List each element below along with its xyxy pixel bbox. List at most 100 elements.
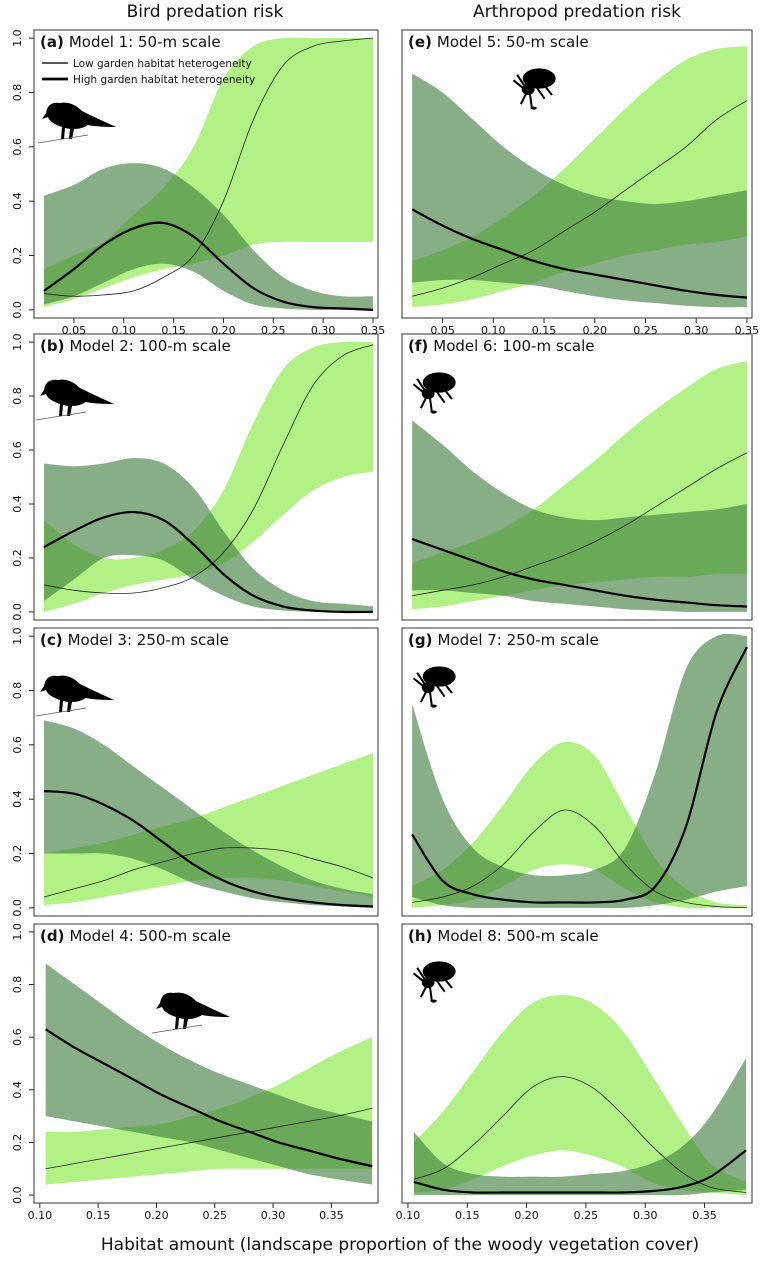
y-tick-label: 1.0 [11, 627, 24, 645]
x-axis-label: Habitat amount (landscape proportion of … [101, 1235, 699, 1255]
x-tick-label: 0.10 [111, 324, 136, 337]
panel-title: (h) Model 8: 500-m scale [408, 927, 599, 945]
plot-area [46, 963, 373, 1184]
x-tick-label: 0.20 [211, 324, 236, 337]
y-tick-label: 1.0 [11, 29, 24, 47]
panel: (g)Model 7: 250-m scale [402, 628, 752, 916]
y-tick-label: 0.6 [11, 736, 24, 754]
x-tick-label: 0.30 [633, 1209, 658, 1222]
bird-icon [152, 993, 230, 1033]
x-tick-label: 0.15 [161, 324, 186, 337]
column-title: Arthropod predation risk [473, 2, 681, 22]
x-tick-label: 0.20 [583, 324, 608, 337]
x-tick-label: 0.30 [311, 324, 336, 337]
panel: (f) Model 6: 100-m scale [402, 334, 752, 620]
panel-title-text: Model 8: 500-m scale [437, 927, 598, 945]
plot-area [412, 634, 747, 909]
x-tick-label: 0.30 [684, 324, 709, 337]
y-tick-label: 0.4 [11, 790, 24, 808]
y-tick-label: 0.0 [11, 1186, 24, 1204]
panel-label: (b) [40, 337, 64, 355]
panel-label: (f) [408, 337, 428, 355]
bird-icon [36, 380, 114, 420]
x-tick-label: 0.30 [261, 1209, 286, 1222]
bird-icon [38, 103, 116, 143]
bird-icon [36, 676, 114, 716]
x-tick-label: 0.20 [144, 1209, 169, 1222]
beetle-icon [414, 666, 456, 707]
panel-title-text: Model 1: 50-m scale [69, 33, 221, 51]
plot-area [414, 995, 746, 1195]
x-tick-label: 0.35 [692, 1209, 717, 1222]
beetle-icon [414, 961, 456, 1002]
x-tick-label: 0.25 [261, 324, 286, 337]
panel: 0.05 0.10 0.15 0.20 0.25 0.30 0.35 (e) Model 5: … [402, 30, 759, 337]
panel-title-text: Model 6: 100-m scale [433, 337, 594, 355]
panel-title-text: Model 4: 500-m scale [69, 927, 230, 945]
panel-title: (f) Model 6: 100-m scale [408, 337, 595, 355]
y-tick-label: 0.0 [11, 899, 24, 917]
y-tick-label: 0.2 [11, 549, 24, 567]
panel-title-text: Model 3: 250-m scale [68, 631, 229, 649]
panel-label: (h) [408, 927, 432, 945]
y-tick-label: 0.2 [11, 1134, 24, 1152]
figure: Bird predation risk Arthropod predation … [0, 0, 763, 1263]
legend-label: Low garden habitat heterogeneity [73, 58, 252, 70]
panel: 0.00.20.40.60.81.0(b)Model 2: 100-m scal… [11, 333, 378, 620]
y-tick-label: 0.8 [11, 84, 24, 102]
panel-label: (e) [408, 33, 432, 51]
panel-title: (a) Model 1: 50-m scale [40, 33, 221, 51]
x-tick-label: 0.35 [361, 324, 386, 337]
x-tick-label: 0.05 [430, 324, 455, 337]
y-tick-label: 0.6 [11, 441, 24, 459]
x-tick-label: 0.25 [574, 1209, 599, 1222]
panel-label: (c) [40, 631, 63, 649]
plot-area [44, 720, 373, 907]
x-tick-label: 0.10 [396, 1209, 421, 1222]
panel: 0.0 0.2 0.4 0.6 0.8 1.0 0.10 0.15 0.20 0.25 0.30 0.… [11, 923, 378, 1222]
plot-area [412, 361, 747, 612]
panel-label: (d) [40, 927, 64, 945]
y-tick-label: 0.4 [11, 1081, 24, 1099]
y-tick-label: 0.8 [11, 976, 24, 994]
panel-label: (a) [40, 33, 64, 51]
x-tick-label: 0.20 [514, 1209, 539, 1222]
y-tick-label: 0.2 [11, 845, 24, 863]
x-tick-label: 0.15 [532, 324, 557, 337]
panel-title: (g)Model 7: 250-m scale [408, 631, 599, 649]
x-tick-label: 0.25 [633, 324, 658, 337]
beetle-icon [414, 372, 456, 413]
panel-title-text: Model 2: 100-m scale [69, 337, 230, 355]
x-tick-label: 0.35 [319, 1209, 344, 1222]
y-tick-label: 0.6 [11, 138, 24, 156]
x-tick-label: 0.25 [202, 1209, 227, 1222]
y-tick-label: 0.4 [11, 192, 24, 210]
beetle-icon [514, 68, 556, 109]
x-tick-label: 0.15 [455, 1209, 480, 1222]
x-tick-label: 0.15 [86, 1209, 111, 1222]
y-tick-label: 0.4 [11, 495, 24, 513]
panel-title-text: Model 5: 50-m scale [437, 33, 589, 51]
y-tick-label: 0.0 [11, 301, 24, 319]
y-tick-label: 0.8 [11, 387, 24, 405]
y-tick-label: 0.8 [11, 682, 24, 700]
panel-title: (e) Model 5: 50-m scale [408, 33, 589, 51]
y-tick-label: 0.2 [11, 247, 24, 265]
x-tick-label: 0.35 [735, 324, 760, 337]
x-tick-label: 0.10 [481, 324, 506, 337]
x-tick-label: 0.05 [62, 324, 87, 337]
x-tick-label: 0.10 [28, 1209, 53, 1222]
panel-title: (b) Model 2: 100-m scale [40, 337, 231, 355]
panel-title-text: Model 7: 250-m scale [437, 631, 598, 649]
panel: 0.0 0.2 0.4 0.6 0.8 1.0 (c) Model 3: 250-m scal… [11, 627, 378, 916]
y-tick-label: 0.0 [11, 603, 24, 621]
panel: 0.0 0.2 0.4 0.6 0.8 1.0 0.05 0.10 0.15 0.20 0.25 0.… [11, 29, 385, 337]
y-tick-label: 0.6 [11, 1028, 24, 1046]
y-tick-label: 1.0 [11, 923, 24, 941]
panels: 0.00.20.40.60.81.00.050.100.150.200.250.… [11, 29, 759, 1222]
legend-label: High garden habitat heterogeneity [73, 74, 255, 86]
plot-area [412, 46, 747, 307]
panel-title: (d) Model 4: 500-m scale [40, 927, 231, 945]
panel-title: (c) Model 3: 250-m scale [40, 631, 229, 649]
plot-area [44, 342, 373, 612]
